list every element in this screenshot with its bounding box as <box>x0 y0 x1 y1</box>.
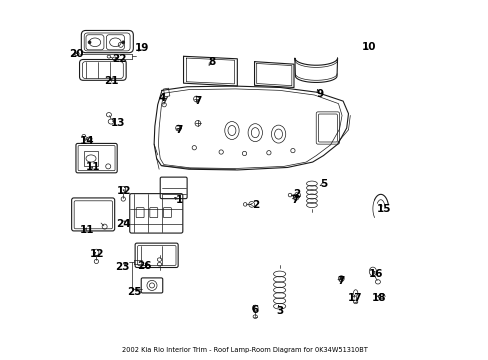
Ellipse shape <box>339 277 342 280</box>
Text: 14: 14 <box>79 136 94 145</box>
Text: 5: 5 <box>319 179 326 189</box>
Text: 20: 20 <box>69 49 84 59</box>
Text: 7: 7 <box>194 96 201 106</box>
Text: 2: 2 <box>292 189 300 199</box>
Text: 25: 25 <box>127 287 142 297</box>
Ellipse shape <box>88 41 91 44</box>
Text: 12: 12 <box>89 248 104 258</box>
Text: 7: 7 <box>175 125 183 135</box>
Text: 13: 13 <box>110 118 125 128</box>
Text: 7: 7 <box>290 195 298 205</box>
Text: 7: 7 <box>336 276 344 286</box>
Text: 2: 2 <box>251 200 258 210</box>
Text: 1: 1 <box>175 195 183 205</box>
Text: 23: 23 <box>115 262 129 272</box>
Text: 8: 8 <box>208 57 215 67</box>
Text: 11: 11 <box>79 225 94 235</box>
Text: 17: 17 <box>347 293 362 303</box>
Text: 6: 6 <box>251 305 258 315</box>
Ellipse shape <box>122 41 124 44</box>
Text: 12: 12 <box>117 186 131 196</box>
Text: 22: 22 <box>112 54 127 64</box>
Text: 16: 16 <box>368 269 383 279</box>
Text: 24: 24 <box>116 219 130 229</box>
Bar <box>163 88 169 97</box>
Bar <box>83 151 98 166</box>
Text: 11: 11 <box>86 162 100 172</box>
Text: 3: 3 <box>276 306 284 316</box>
Text: 15: 15 <box>376 204 391 214</box>
Text: 4: 4 <box>158 93 165 103</box>
Text: 2002 Kia Rio Interior Trim - Roof Lamp-Room Diagram for 0K34W51310BT: 2002 Kia Rio Interior Trim - Roof Lamp-R… <box>122 347 366 353</box>
Text: 26: 26 <box>137 261 152 271</box>
Text: 21: 21 <box>104 76 119 86</box>
Text: 9: 9 <box>316 89 323 99</box>
Text: 19: 19 <box>135 43 149 53</box>
Text: 10: 10 <box>361 42 376 52</box>
Text: 18: 18 <box>371 293 386 303</box>
